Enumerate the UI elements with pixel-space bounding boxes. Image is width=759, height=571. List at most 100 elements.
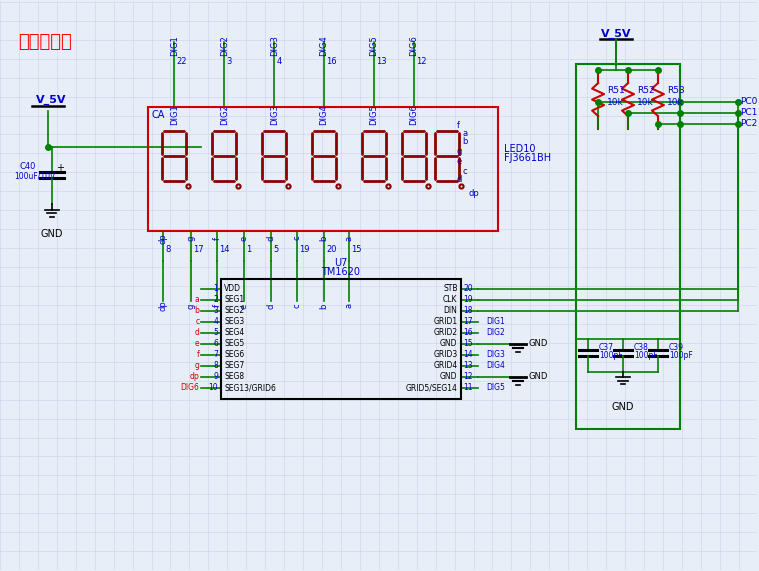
- Text: GRID1: GRID1: [433, 317, 458, 327]
- Text: DIG5: DIG5: [370, 35, 378, 56]
- Text: a: a: [462, 129, 468, 138]
- Text: PC1: PC1: [740, 108, 757, 117]
- Text: V_5V: V_5V: [36, 94, 66, 104]
- Text: 13: 13: [464, 361, 473, 370]
- Text: TM1620: TM1620: [321, 267, 361, 277]
- Text: CA: CA: [152, 110, 165, 119]
- Text: dp: dp: [159, 233, 168, 243]
- Text: GND: GND: [612, 401, 635, 412]
- Text: g: g: [187, 235, 196, 241]
- Text: 10k: 10k: [637, 98, 653, 107]
- Text: DIG3: DIG3: [269, 104, 279, 125]
- Text: 5: 5: [213, 328, 219, 337]
- Bar: [576, 64, 680, 429]
- Text: DIN: DIN: [444, 307, 458, 315]
- Text: f: f: [197, 350, 200, 359]
- Text: d: d: [194, 328, 200, 337]
- Text: e: e: [240, 303, 249, 308]
- Text: dp: dp: [190, 372, 200, 381]
- Text: SEG5: SEG5: [225, 339, 244, 348]
- Text: f: f: [213, 236, 222, 240]
- Text: V_5V: V_5V: [601, 29, 631, 39]
- Text: GND: GND: [528, 372, 548, 381]
- Text: SEG7: SEG7: [225, 361, 244, 370]
- Text: e: e: [457, 157, 461, 166]
- Text: STB: STB: [443, 284, 458, 293]
- Text: 六位数码管: 六位数码管: [18, 33, 71, 51]
- Text: 2: 2: [213, 295, 219, 304]
- Text: SEG3: SEG3: [225, 317, 244, 327]
- Text: 17: 17: [194, 244, 204, 254]
- Text: GND: GND: [528, 339, 548, 348]
- Text: 20: 20: [326, 244, 336, 254]
- Text: GRID3: GRID3: [433, 350, 458, 359]
- Text: 100pF: 100pF: [599, 351, 623, 360]
- Text: 1: 1: [246, 244, 251, 254]
- Bar: [147, 107, 499, 231]
- Text: R51: R51: [607, 86, 625, 95]
- Text: d: d: [266, 235, 276, 241]
- Text: SEG2: SEG2: [225, 307, 244, 315]
- Text: c: c: [462, 167, 468, 176]
- Text: 1: 1: [213, 284, 219, 293]
- Text: 3: 3: [213, 307, 219, 315]
- Text: a: a: [345, 236, 354, 241]
- Text: DIG4: DIG4: [487, 361, 505, 370]
- Text: 100pF: 100pF: [669, 351, 693, 360]
- Text: SEG13/GRID6: SEG13/GRID6: [225, 383, 276, 392]
- Text: g: g: [457, 147, 462, 156]
- Text: DIG5: DIG5: [487, 383, 505, 392]
- Text: DIG1: DIG1: [170, 104, 179, 125]
- Text: c: c: [292, 236, 301, 240]
- Text: 15: 15: [351, 244, 361, 254]
- Text: 16: 16: [326, 57, 336, 66]
- Text: 10k: 10k: [667, 98, 684, 107]
- Text: 3: 3: [226, 57, 231, 66]
- Text: e: e: [240, 235, 249, 241]
- Text: 12: 12: [416, 57, 427, 66]
- Text: DIG4: DIG4: [320, 35, 329, 56]
- Text: 5: 5: [273, 244, 279, 254]
- Text: GRID5/SEG14: GRID5/SEG14: [405, 383, 458, 392]
- Text: DIG5: DIG5: [370, 104, 378, 125]
- Text: U7: U7: [334, 258, 348, 268]
- Text: C39: C39: [669, 343, 684, 352]
- Text: 14: 14: [219, 244, 230, 254]
- Text: e: e: [195, 339, 200, 348]
- Text: DIG6: DIG6: [409, 104, 418, 125]
- Text: FJ3661BH: FJ3661BH: [505, 154, 552, 163]
- Text: dp: dp: [159, 300, 168, 311]
- Text: 17: 17: [464, 317, 473, 327]
- Text: 10: 10: [209, 383, 219, 392]
- Text: b: b: [320, 235, 329, 241]
- Text: 10k: 10k: [607, 98, 624, 107]
- Text: c: c: [195, 317, 200, 327]
- Text: VDD: VDD: [225, 284, 241, 293]
- Text: DIG2: DIG2: [220, 35, 228, 56]
- Text: 14: 14: [464, 350, 473, 359]
- Text: 22: 22: [176, 57, 187, 66]
- Text: c: c: [292, 304, 301, 308]
- Text: +: +: [56, 163, 64, 174]
- Text: 19: 19: [299, 244, 310, 254]
- Text: DIG6: DIG6: [409, 35, 418, 56]
- Text: 7: 7: [213, 350, 219, 359]
- Text: SEG6: SEG6: [225, 350, 244, 359]
- Text: SEG8: SEG8: [225, 372, 244, 381]
- Text: SEG4: SEG4: [225, 328, 244, 337]
- Text: C38: C38: [634, 343, 649, 352]
- Text: LED10: LED10: [505, 144, 536, 154]
- Text: DIG2: DIG2: [220, 104, 228, 125]
- Text: PC0: PC0: [740, 97, 757, 106]
- Text: b: b: [194, 307, 200, 315]
- Text: GRID4: GRID4: [433, 361, 458, 370]
- Text: f: f: [457, 121, 459, 130]
- Text: GRID2: GRID2: [433, 328, 458, 337]
- Text: dp: dp: [468, 189, 479, 198]
- Text: PC2: PC2: [740, 119, 757, 128]
- Text: DIG1: DIG1: [487, 317, 505, 327]
- Text: 16: 16: [464, 328, 473, 337]
- Text: 4: 4: [276, 57, 282, 66]
- Text: 100pF: 100pF: [634, 351, 658, 360]
- Text: 6: 6: [213, 339, 219, 348]
